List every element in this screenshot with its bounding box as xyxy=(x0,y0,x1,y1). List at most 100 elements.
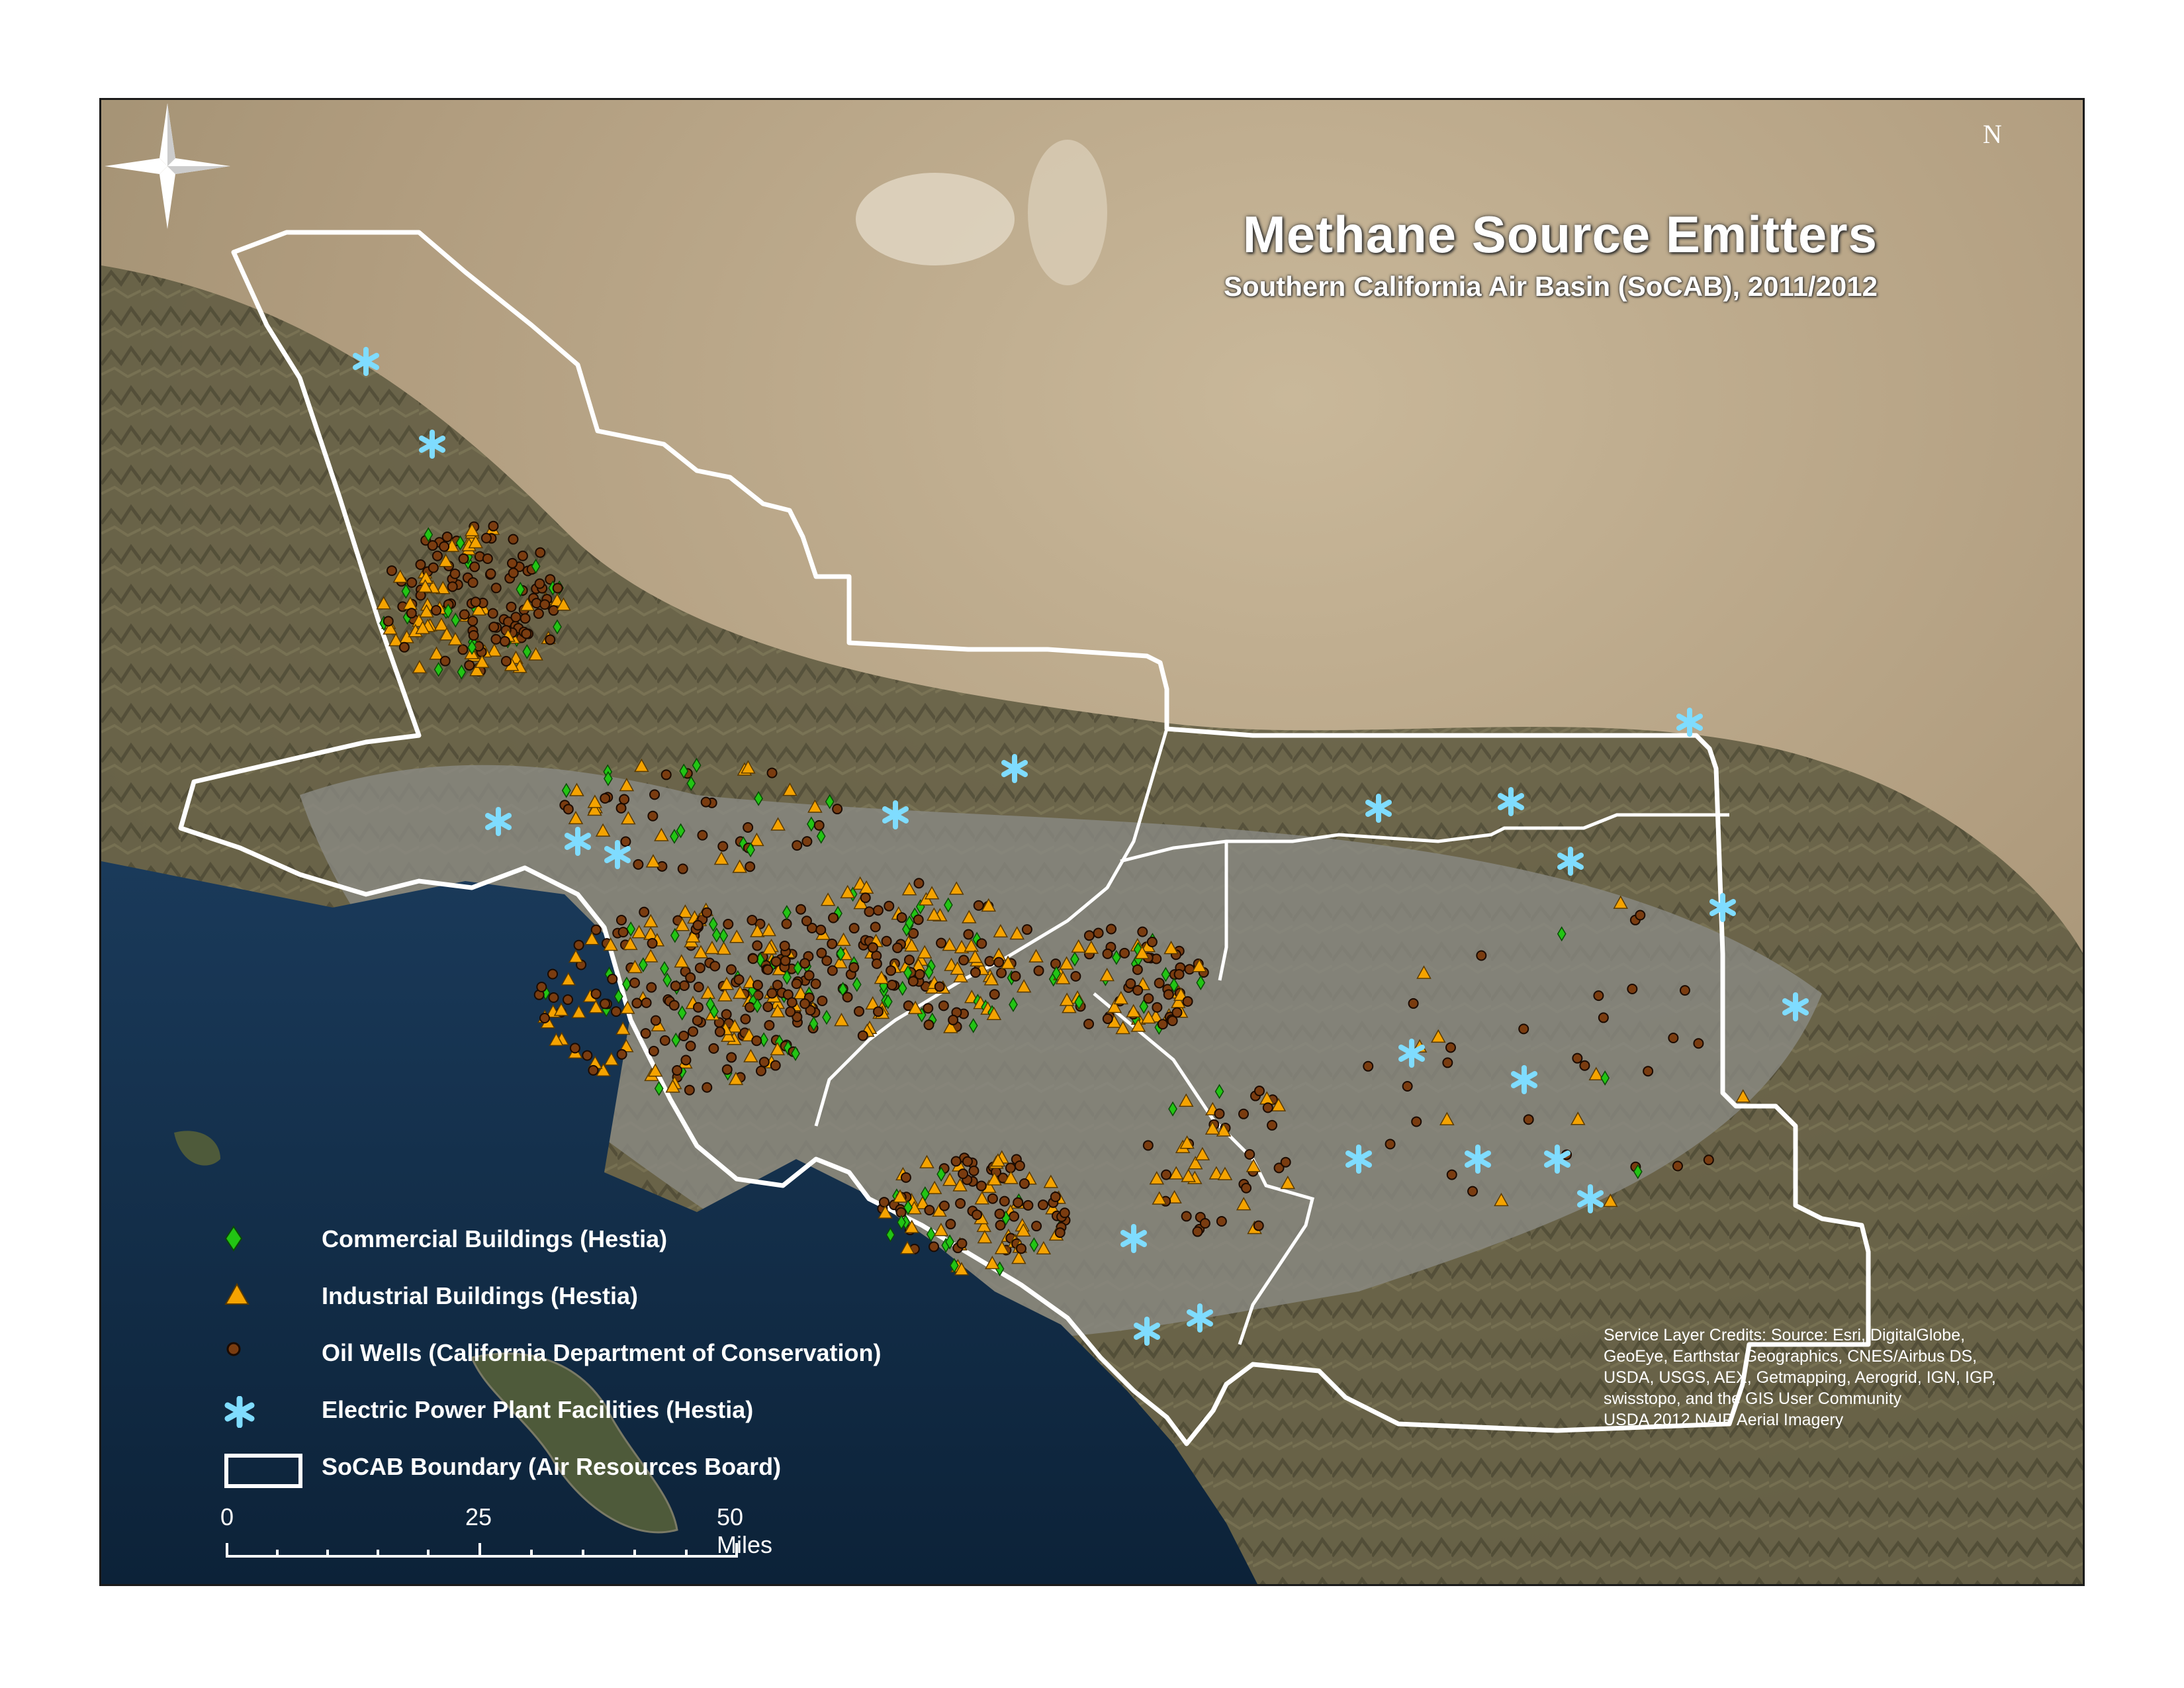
industrial-building-point xyxy=(729,929,745,943)
power-plant-point xyxy=(1557,847,1584,876)
industrial-building-point xyxy=(1011,1250,1026,1264)
oil-well-point xyxy=(755,1065,766,1076)
oil-well-point xyxy=(464,660,475,671)
oil-well-point xyxy=(1171,1007,1183,1018)
oil-well-point xyxy=(792,840,803,851)
oil-well-point xyxy=(536,981,547,992)
industrial-building-point xyxy=(904,938,919,952)
oil-well-point xyxy=(650,1015,661,1026)
oil-well-point xyxy=(588,1064,599,1076)
industrial-building-point xyxy=(874,970,889,984)
oil-well-point xyxy=(1593,990,1604,1002)
industrial-building-point xyxy=(977,1229,993,1244)
legend-label-commercial: Commercial Buildings (Hestia) xyxy=(322,1225,668,1252)
industrial-building-point xyxy=(1168,1166,1184,1180)
oil-well-point xyxy=(743,821,754,833)
industrial-building-point xyxy=(741,760,756,774)
power-plant-point xyxy=(1544,1145,1570,1174)
credits-line-4: swisstopo, and the GIS User Community xyxy=(1604,1389,1902,1408)
industrial-building-point xyxy=(621,811,636,825)
oil-well-point xyxy=(692,919,704,931)
legend-item-power-plants: Electric Power Plant Facilities (Hestia) xyxy=(224,1396,753,1428)
oil-well-point xyxy=(490,633,502,645)
oil-well-point xyxy=(872,905,884,916)
oil-well-point xyxy=(725,964,737,975)
industrial-building-point xyxy=(604,1052,619,1066)
industrial-building-point xyxy=(1187,1156,1203,1170)
oil-well-point xyxy=(1083,1018,1095,1029)
industrial-building-point xyxy=(553,1002,569,1016)
oil-well-point xyxy=(1033,965,1044,976)
oil-well-point xyxy=(468,630,479,641)
oil-well-point xyxy=(860,892,871,904)
industrial-building-point xyxy=(1149,1171,1165,1185)
oil-well-point xyxy=(1143,993,1154,1004)
oil-well-point xyxy=(619,794,630,805)
industrial-building-point xyxy=(1115,1020,1130,1035)
oil-well-point xyxy=(923,1019,934,1031)
oil-well-point xyxy=(488,622,500,633)
oil-well-point xyxy=(517,550,528,561)
industrial-building-point xyxy=(615,1021,631,1035)
industrial-building-point xyxy=(623,936,638,951)
commercial-building-point xyxy=(719,927,729,943)
oil-well-point xyxy=(1070,970,1081,982)
oil-well-point xyxy=(1192,1226,1203,1237)
commercial-building-point xyxy=(709,1004,719,1019)
industrial-building-point xyxy=(1205,1121,1220,1135)
commercial-building-point xyxy=(825,794,835,810)
oil-well-point xyxy=(615,915,627,926)
county-line-4 xyxy=(1218,841,1228,981)
industrial-building-point xyxy=(1083,940,1099,954)
oil-well-point xyxy=(702,1082,713,1093)
industrial-building-point xyxy=(833,955,848,968)
oil-well-point xyxy=(878,1197,889,1208)
oil-well-point xyxy=(810,978,821,990)
oil-well-point xyxy=(1119,947,1130,959)
commercial-building-point xyxy=(836,946,846,962)
industrial-building-point xyxy=(1113,990,1129,1005)
oil-well-point xyxy=(1015,1243,1026,1254)
commercial-building-point xyxy=(455,535,465,551)
oil-well-point xyxy=(973,900,984,911)
oil-well-point xyxy=(1054,1227,1066,1239)
oil-well-point xyxy=(929,1241,940,1252)
oil-well-point xyxy=(616,1049,627,1060)
oil-well-point xyxy=(590,924,602,935)
industrial-building-point xyxy=(556,597,571,611)
oil-well-point xyxy=(751,1035,762,1047)
commercial-building-point xyxy=(443,603,453,619)
industrial-building-point xyxy=(840,884,856,898)
socab-boundary xyxy=(178,230,1871,1446)
power-plant-point xyxy=(1001,754,1028,783)
oil-well-point xyxy=(958,1168,969,1180)
oil-well-point xyxy=(539,599,551,610)
oil-well-point xyxy=(799,998,811,1009)
map-frame[interactable]: Methane Source Emitters Southern Califor… xyxy=(99,98,2085,1586)
industrial-building-point xyxy=(749,832,764,847)
oil-well-point xyxy=(398,641,410,653)
oil-well-point xyxy=(470,596,481,608)
oil-well-point xyxy=(938,1000,949,1011)
oil-well-point xyxy=(1010,970,1021,982)
industrial-building-point xyxy=(1173,987,1189,1002)
oil-well-point xyxy=(1446,1169,1457,1180)
commercial-building-point xyxy=(686,775,696,791)
industrial-building-point xyxy=(807,799,823,813)
scale-ruler xyxy=(226,1543,738,1558)
oil-well-point xyxy=(999,1196,1010,1207)
oil-well-point xyxy=(1411,1116,1422,1127)
oil-well-point xyxy=(779,940,790,951)
oil-well-point xyxy=(914,968,925,980)
oil-well-point xyxy=(670,980,681,992)
industrial-building-point xyxy=(793,986,809,1000)
oil-well-point xyxy=(485,568,496,579)
industrial-building-point xyxy=(878,1205,893,1219)
oil-well-point xyxy=(469,561,480,573)
map-canvas[interactable] xyxy=(101,100,2085,1586)
oil-well-point xyxy=(871,958,882,969)
industrial-building-point xyxy=(469,663,484,677)
industrial-building-point xyxy=(1016,979,1032,993)
oil-well-point xyxy=(428,562,439,573)
industrial-building-point xyxy=(1236,1197,1251,1211)
